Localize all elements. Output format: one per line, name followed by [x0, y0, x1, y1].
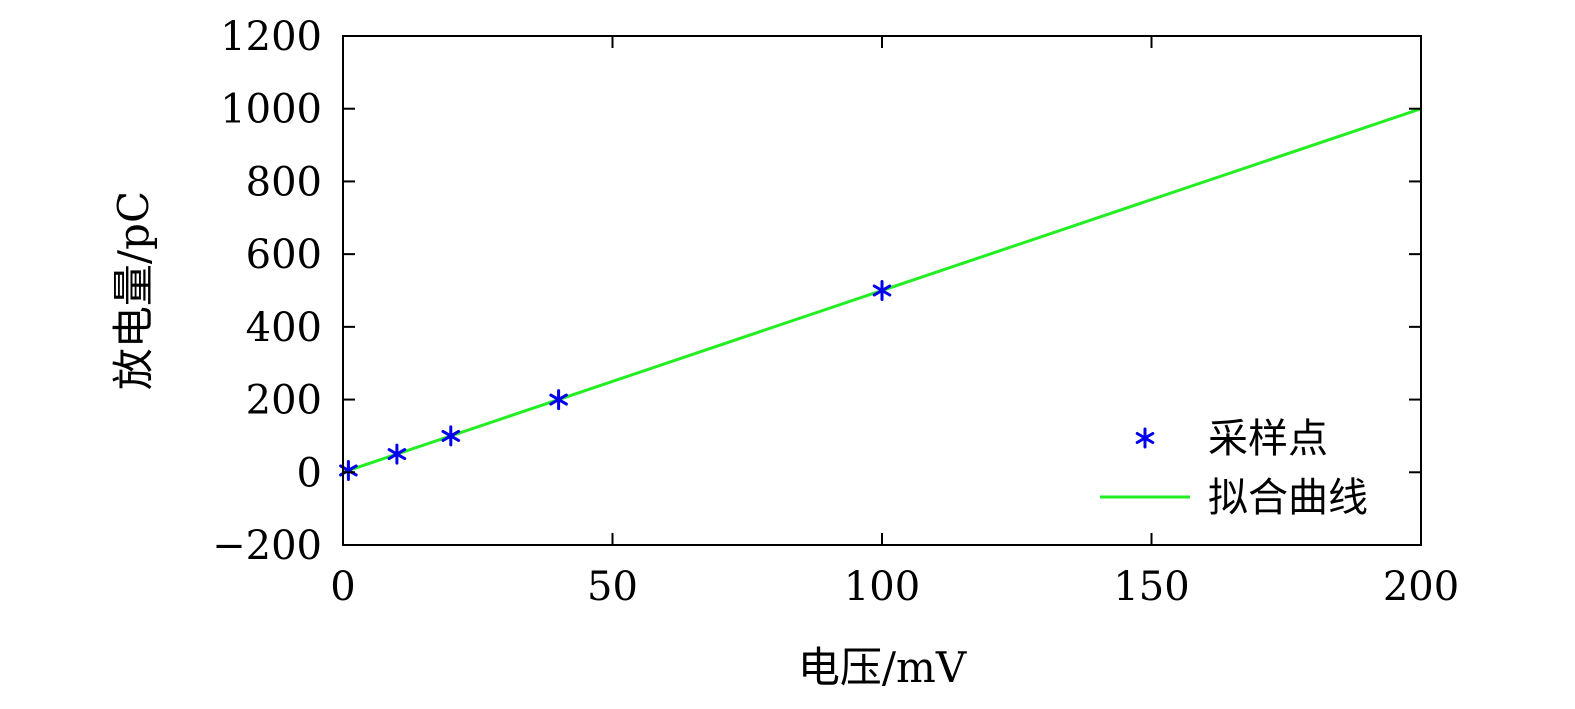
x-axis-label: 电压/mV [798, 643, 967, 692]
y-tick-label: 600 [246, 232, 322, 278]
data-point [872, 280, 892, 301]
y-tick-label: 800 [246, 159, 322, 205]
y-axis-label: 放电量/pC [109, 191, 158, 390]
legend-label-sample-points: 采样点 [1208, 416, 1328, 462]
y-tick-label: 200 [246, 378, 322, 424]
x-tick-label: 0 [330, 564, 355, 610]
legend-label-fit-curve: 拟合曲线 [1208, 475, 1368, 521]
legend: 采样点 拟合曲线 [1100, 416, 1368, 521]
x-tick-label: 200 [1383, 564, 1459, 610]
data-point [387, 443, 407, 465]
data-points-layer [339, 280, 892, 481]
x-tick-label: 150 [1113, 564, 1189, 610]
y-tick-label: 1200 [220, 14, 322, 60]
y-tick-label: 400 [246, 305, 322, 351]
legend-marker-sample-points [1135, 427, 1155, 449]
y-axis-ticks: −200 0 200 400 600 800 1000 1200 [212, 14, 1421, 569]
x-tick-label: 100 [844, 564, 920, 610]
data-point [549, 389, 568, 411]
y-tick-label: −200 [212, 523, 322, 569]
legend-asterisk-icon [1135, 427, 1155, 449]
data-point [441, 425, 461, 447]
y-tick-label: 0 [297, 450, 322, 496]
y-tick-label: 1000 [220, 87, 322, 133]
x-axis-ticks: 0 50 100 150 200 [330, 36, 1459, 610]
x-tick-label: 50 [587, 564, 638, 610]
